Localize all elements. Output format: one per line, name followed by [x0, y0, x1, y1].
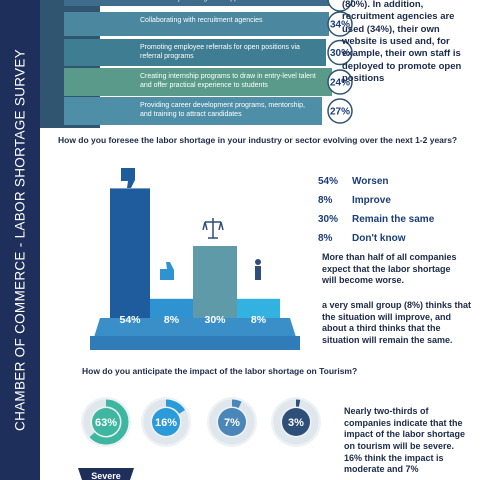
icon-person-body — [255, 266, 261, 280]
method-text: Collaborating with recruitment agencies — [140, 17, 263, 24]
tourism-question: How do you anticipate the impact of the … — [82, 366, 358, 376]
legend-name: Worsen — [352, 176, 389, 187]
donut-center — [282, 408, 310, 436]
icon-scale — [202, 218, 224, 239]
legend-name: Improve — [352, 195, 391, 206]
donut-arc — [143, 399, 189, 445]
icon-thumb-up — [160, 262, 174, 280]
method-row — [64, 68, 332, 96]
method-badge — [327, 98, 353, 124]
donut-arc — [83, 399, 129, 445]
method-row — [64, 0, 334, 6]
legend-value: 30% — [318, 214, 339, 225]
method-text: Promoting employee referrals for open po… — [140, 44, 300, 60]
bar — [150, 298, 193, 318]
donut-center — [152, 408, 180, 436]
tourism-note: Nearly two-thirds of companies indicate … — [344, 406, 466, 475]
donut-center — [218, 408, 246, 436]
method-text: Creating internship programs to draw in … — [140, 73, 316, 89]
legend-name: Remain the same — [352, 214, 435, 225]
severe-badge — [78, 468, 134, 480]
methods-note: (80%). In addition, recruitment agencies… — [342, 0, 462, 85]
method-row — [64, 97, 322, 125]
bar-label: 8% — [164, 314, 180, 326]
method-text: Providing career development programs, m… — [140, 102, 305, 118]
method-badge — [327, 39, 353, 66]
method-badge — [327, 69, 353, 95]
method-value: 34% — [330, 20, 350, 31]
bar-label: 8% — [251, 314, 267, 326]
outlook-question: How do you foresee the labor shortage in… — [58, 135, 458, 145]
platform-front — [90, 336, 300, 350]
method-text: current with job listings and applicatio… — [140, 0, 322, 4]
icon-thumb-down — [121, 168, 135, 188]
sidebar: CHAMBER OF COMMERCE - LABOR SHORTAGE SUR… — [0, 0, 40, 480]
bar — [237, 298, 280, 318]
method-value: 30% — [330, 48, 350, 59]
legend-value: 8% — [318, 195, 333, 206]
outlook-note: More than half of all companies expect t… — [322, 252, 457, 286]
bar-label: 54% — [119, 314, 141, 326]
legend-value: 54% — [318, 176, 339, 187]
method-value: 27% — [330, 107, 350, 118]
donut-arc — [273, 399, 319, 445]
icon-person — [255, 259, 261, 265]
method-badge — [327, 0, 353, 12]
donut-label: 7% — [224, 417, 240, 429]
donut-label: 3% — [288, 417, 304, 429]
legend-value: 8% — [318, 233, 333, 244]
bar-label: 30% — [204, 314, 226, 326]
method-badge — [327, 11, 353, 37]
donut-label: 16% — [155, 417, 177, 429]
outlook-note: a very small group (8%) thinks that the … — [322, 300, 472, 346]
legend-name: Don't know — [352, 233, 406, 244]
donut-label: 63% — [95, 417, 117, 429]
method-row — [64, 12, 329, 36]
donut-arc — [209, 399, 255, 445]
severe-label: Severe — [91, 471, 121, 480]
method-value: 24% — [330, 78, 350, 89]
method-row — [64, 39, 326, 66]
bar — [193, 246, 237, 318]
donut-center — [92, 408, 120, 436]
bar — [110, 188, 150, 318]
